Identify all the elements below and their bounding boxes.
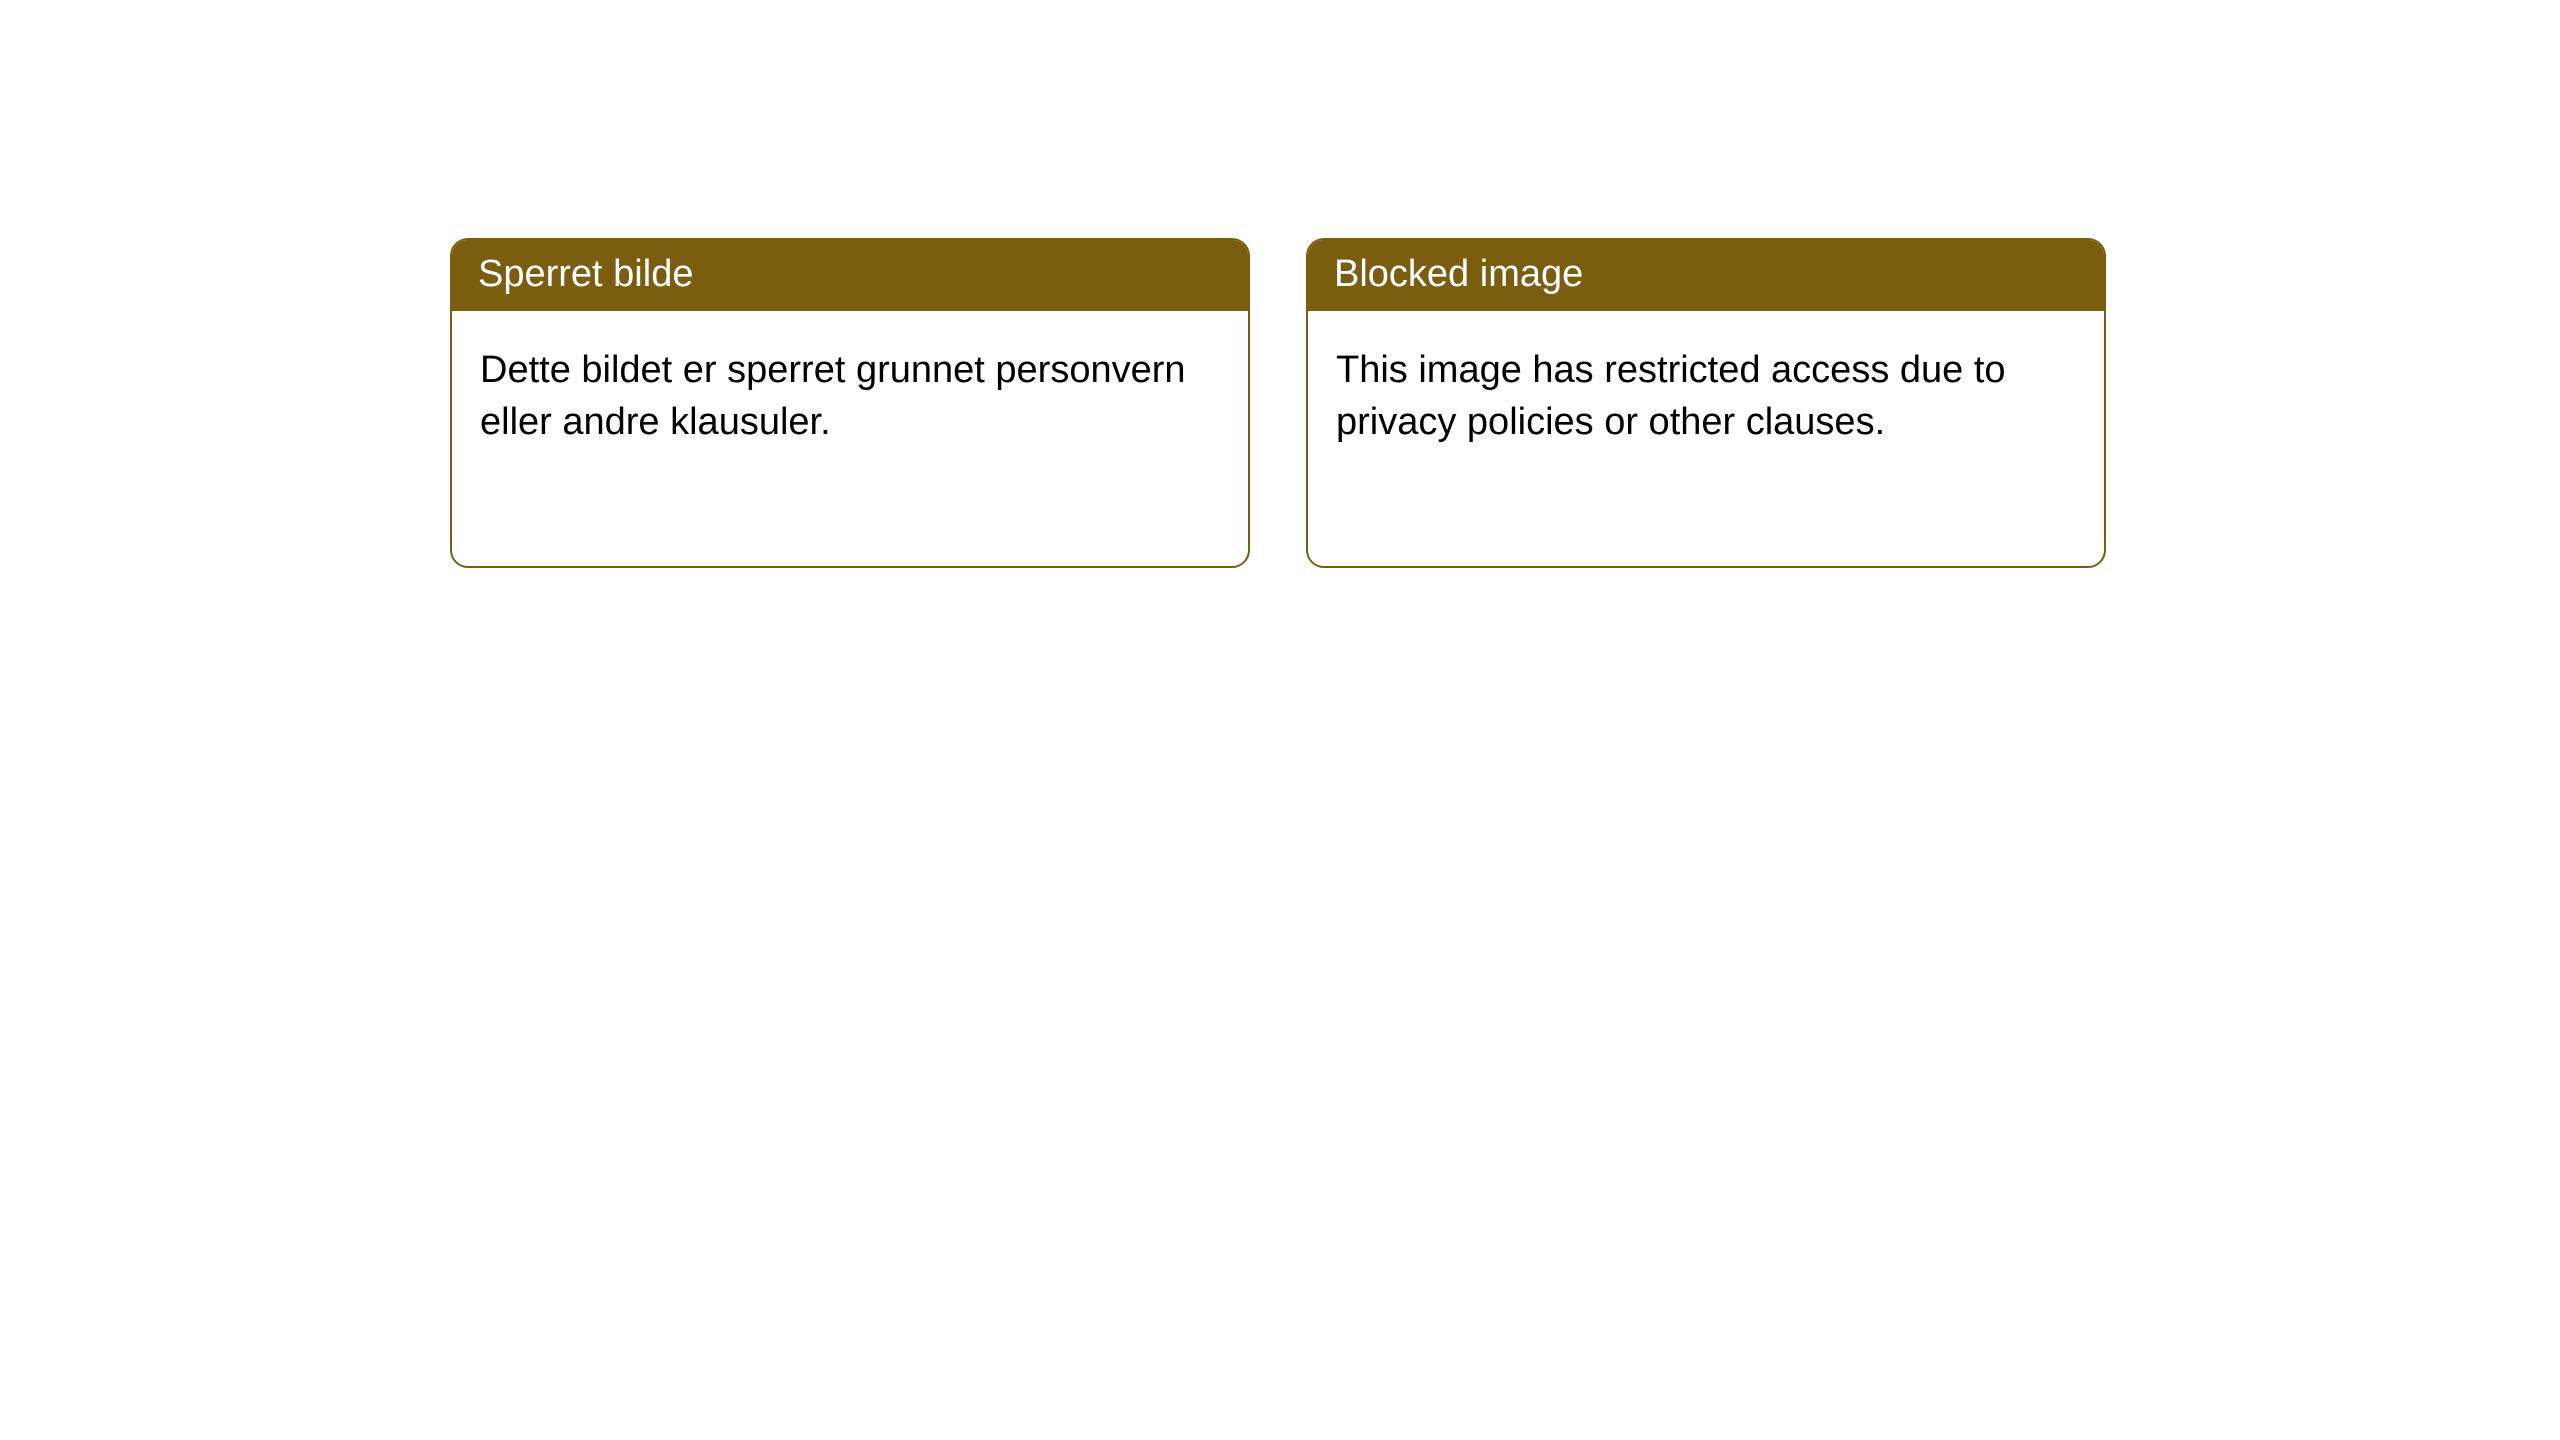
notice-body: This image has restricted access due to … [1308, 311, 2104, 476]
notice-container: Sperret bilde Dette bildet er sperret gr… [450, 238, 2106, 568]
notice-body: Dette bildet er sperret grunnet personve… [452, 311, 1248, 476]
notice-header: Sperret bilde [452, 240, 1248, 311]
notice-header: Blocked image [1308, 240, 2104, 311]
notice-card-norwegian: Sperret bilde Dette bildet er sperret gr… [450, 238, 1250, 568]
notice-card-english: Blocked image This image has restricted … [1306, 238, 2106, 568]
